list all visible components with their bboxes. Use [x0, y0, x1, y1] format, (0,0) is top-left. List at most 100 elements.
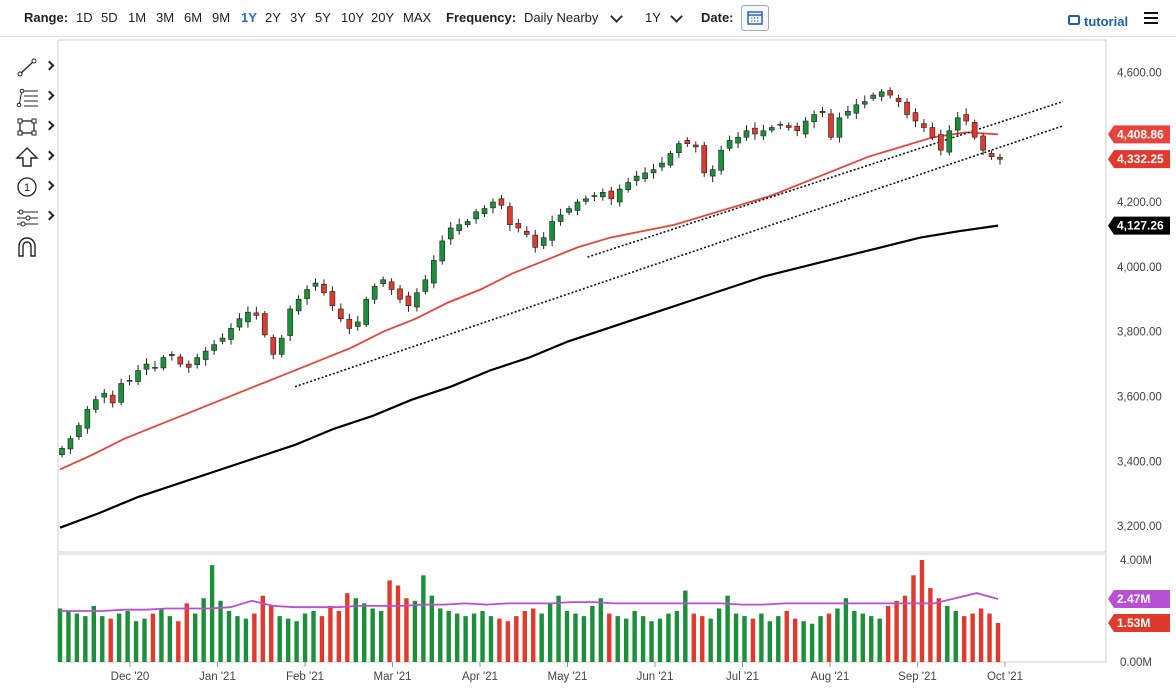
rectangle-tool-button[interactable] [14, 116, 55, 138]
candle-body [988, 153, 995, 157]
range-1d-button[interactable]: 1D [76, 10, 93, 25]
candle-body [202, 350, 209, 360]
candle-body [185, 363, 192, 368]
volume-bar [759, 613, 764, 662]
volume-last-label: 1.53M [1117, 616, 1150, 630]
volume-average-line [60, 592, 999, 612]
candle-body [93, 399, 99, 410]
candle-body [278, 337, 285, 355]
candle-body [507, 206, 513, 226]
volume-bar [869, 616, 874, 662]
trendline[interactable] [587, 100, 1064, 258]
candle-body [414, 292, 420, 308]
volume-bar [716, 608, 722, 662]
calendar-button[interactable] [741, 5, 769, 31]
candle-body [887, 90, 893, 96]
fib-tool-button[interactable] [14, 86, 55, 108]
range-9m-button[interactable]: 9M [212, 10, 231, 25]
number-marker-icon: 1 [17, 177, 37, 197]
volume-bar [784, 611, 789, 662]
volume-bar [615, 616, 620, 662]
magnet-tool-button[interactable] [14, 236, 54, 258]
volume-bar [792, 618, 798, 662]
arrow-tool-button[interactable] [14, 146, 55, 168]
volume-average-badge [1108, 590, 1170, 609]
candle-body [557, 214, 564, 222]
volume-bar [353, 598, 358, 662]
volume-bar [657, 618, 663, 662]
volume-bar [66, 611, 71, 662]
line-tool-button[interactable] [14, 56, 55, 78]
volume-bar [826, 613, 832, 662]
candle-body [447, 227, 454, 240]
trendline[interactable] [294, 125, 1064, 388]
volume-bar [556, 595, 561, 662]
volume-bar [573, 613, 578, 662]
candle-body [938, 134, 944, 151]
candle-body [211, 344, 217, 351]
rectangle-tool-icon [17, 118, 37, 136]
candle-body [388, 281, 395, 290]
candle-body [929, 127, 936, 138]
volume-bar [767, 621, 773, 662]
candle-body [659, 162, 665, 168]
last-close-badge [1108, 150, 1170, 169]
tutorial-link[interactable]: tutorial [1084, 14, 1129, 29]
volume-bar [471, 613, 477, 662]
volume-bar [91, 605, 97, 662]
x-tick-label: Jan '21 [199, 671, 236, 683]
candle-body [980, 135, 986, 151]
range-6m-button[interactable]: 6M [184, 10, 203, 25]
x-tick-label: Mar '21 [374, 671, 412, 683]
volume-bar [159, 608, 164, 662]
candle-body [811, 114, 817, 122]
range-max-button[interactable]: MAX [403, 10, 432, 25]
measure-tool-button[interactable] [14, 206, 55, 228]
candle-body [143, 363, 150, 370]
candle-body [709, 169, 716, 177]
volume-bar [877, 618, 882, 662]
range-label: Range: [24, 10, 69, 25]
volume-bar [818, 616, 823, 662]
range-1m-button[interactable]: 1M [128, 10, 147, 25]
volume-bar [201, 598, 206, 662]
volume-bar [961, 616, 967, 662]
period-dropdown[interactable]: 1Y [645, 10, 661, 25]
x-tick-label: Feb '21 [286, 671, 324, 683]
range-10y-button[interactable]: 10Y [341, 10, 365, 25]
x-tick-label: Dec '20 [111, 671, 150, 683]
candle-body [523, 230, 530, 235]
volume-bar [919, 560, 925, 662]
candle-body [169, 354, 175, 356]
film-icon[interactable] [1068, 15, 1080, 25]
candle-body [498, 198, 505, 206]
volume-bar [378, 611, 384, 662]
candle-body [861, 101, 868, 105]
range-1y-button[interactable]: 1Y [241, 10, 257, 25]
range-3y-button[interactable]: 3Y [290, 10, 306, 25]
volume-bar [209, 565, 215, 662]
volume-bar [497, 618, 502, 662]
volume-bar [674, 611, 680, 662]
range-2y-button[interactable]: 2Y [265, 10, 281, 25]
volume-bar [57, 608, 63, 662]
candle-body [819, 110, 826, 113]
volume-bar [852, 611, 857, 662]
number-marker-button[interactable]: 1 [14, 176, 55, 198]
candle-body [464, 221, 471, 226]
magnet-icon [18, 237, 36, 257]
range-5d-button[interactable]: 5D [101, 10, 118, 25]
range-3m-button[interactable]: 3M [156, 10, 175, 25]
hamburger-menu-icon[interactable] [1144, 12, 1158, 24]
volume-bar [885, 605, 891, 662]
range-5y-button[interactable]: 5Y [315, 10, 331, 25]
volume-bar [74, 613, 80, 662]
x-tick-label: Jul '21 [726, 671, 759, 683]
y-tick-label: 3,600.00 [1117, 391, 1162, 403]
volume-bar [936, 598, 942, 662]
range-20y-button[interactable]: 20Y [371, 10, 395, 25]
frequency-dropdown[interactable]: Daily Nearby [524, 10, 599, 25]
volume-tick-label: 4.00M [1120, 555, 1152, 567]
volume-bar [531, 608, 536, 662]
